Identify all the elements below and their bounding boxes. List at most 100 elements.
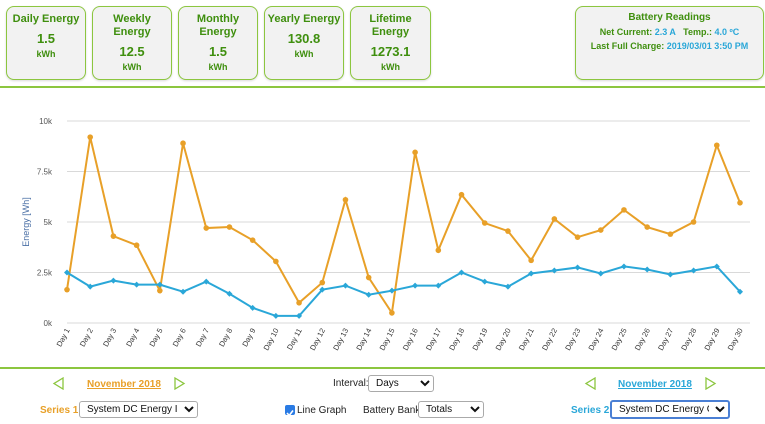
prev-month-left-icon[interactable] (52, 376, 64, 395)
temp-label: Temp.: (683, 27, 712, 37)
x-tick-label: Day 26 (633, 327, 652, 352)
battery-row-current: Net Current: 2.3 A Temp.: 4.0 ºC (576, 27, 763, 37)
data-point (156, 281, 163, 288)
y-tick-label: 2.5k (37, 269, 53, 278)
data-point (388, 287, 395, 294)
interval-label: Interval: (333, 378, 369, 389)
last-charge-label: Last Full Charge: (590, 41, 665, 51)
data-point (690, 267, 697, 274)
x-tick-label: Day 29 (702, 327, 721, 352)
battery-bank-select[interactable]: Totals (418, 401, 484, 418)
data-point (64, 269, 70, 276)
data-point (435, 282, 442, 289)
data-point (551, 216, 558, 222)
x-tick-label: Day 21 (517, 327, 536, 352)
data-point (296, 300, 302, 306)
monthly-energy-card: Monthly Energy 1.5 kWh (178, 6, 258, 80)
data-point (249, 237, 256, 243)
data-point (272, 312, 279, 319)
interval-select[interactable]: Days (368, 375, 434, 392)
card-unit: kWh (122, 62, 142, 72)
x-tick-label: Day 11 (285, 327, 304, 352)
data-point (458, 269, 465, 276)
card-unit: kWh (208, 62, 228, 72)
data-point (319, 279, 326, 286)
line-graph-checkbox[interactable] (285, 405, 295, 417)
series-line (66, 136, 741, 316)
data-point (667, 271, 674, 278)
battery-readings-card: Battery Readings Net Current: 2.3 A Temp… (575, 6, 764, 80)
month-link-right[interactable]: November 2018 (618, 379, 692, 390)
next-month-right-icon[interactable] (705, 376, 717, 395)
next-month-left-icon[interactable] (174, 376, 186, 395)
net-current-label: Net Current: (599, 27, 653, 37)
x-tick-label: Day 7 (194, 327, 211, 349)
x-tick-label: Day 23 (563, 327, 582, 352)
x-tick-label: Day 13 (331, 327, 350, 352)
check-icon (286, 410, 294, 417)
prev-month-right-icon[interactable] (584, 376, 596, 395)
card-value: 130.8 (287, 31, 321, 46)
data-point (505, 228, 511, 234)
data-point (389, 310, 395, 316)
card-value: 1.5 (36, 31, 56, 46)
data-point (110, 233, 117, 239)
card-title: Lifetime Energy (369, 13, 412, 38)
data-point (133, 242, 140, 249)
data-point (713, 263, 720, 270)
line-graph-label[interactable]: Line Graph (297, 405, 347, 416)
data-point (342, 282, 349, 289)
x-tick-label: Day 30 (726, 327, 745, 352)
x-tick-label: Day 3 (101, 327, 118, 349)
x-tick-label: Day 17 (424, 327, 443, 352)
chart-series (64, 134, 743, 319)
series2-label: Series 2: (571, 405, 613, 416)
data-point (180, 140, 186, 147)
daily-energy-card: Daily Energy 1.5 kWh (6, 6, 86, 80)
x-tick-label: Day 16 (401, 327, 420, 352)
series2-select[interactable]: System DC Energy Out (610, 400, 730, 419)
card-title: Weekly Energy (113, 13, 151, 38)
card-title: Monthly Energy (196, 13, 240, 38)
card-title: Daily Energy (12, 13, 80, 25)
data-point (296, 312, 303, 319)
x-tick-label: Day 10 (262, 327, 281, 352)
data-point (644, 224, 650, 230)
weekly-energy-card: Weekly Energy 12.5 kWh (92, 6, 172, 80)
data-point (620, 263, 627, 270)
card-value: 1273.1 (370, 44, 411, 59)
temp-value: 4.0 ºC (714, 27, 740, 37)
data-point (157, 287, 163, 294)
x-tick-label: Day 6 (171, 327, 188, 349)
x-axis-labels: Day 1 Day 2 Day 3 Day 4 Day 5 Day 6 Day 7 Day 8… (55, 327, 745, 352)
data-point (551, 267, 558, 274)
month-link-left[interactable]: November 2018 (87, 379, 161, 390)
x-tick-label: Day 28 (679, 327, 698, 352)
data-point (713, 142, 720, 149)
series1-label: Series 1: (40, 405, 82, 416)
data-point (528, 270, 535, 277)
data-point (319, 286, 326, 293)
series1-select[interactable]: System DC Energy In (79, 401, 198, 418)
data-point (110, 277, 117, 284)
data-point (87, 134, 94, 140)
data-point (667, 231, 674, 237)
data-point (574, 234, 581, 240)
battery-title: Battery Readings (628, 12, 711, 23)
data-point (737, 288, 743, 295)
x-tick-label: Day 5 (147, 327, 164, 349)
data-point (365, 274, 372, 281)
series-line (66, 265, 741, 317)
x-tick-label: Day 2 (78, 327, 95, 349)
data-point (203, 225, 210, 231)
chart-grid (67, 120, 750, 324)
data-point (365, 291, 372, 298)
data-point (481, 278, 488, 285)
x-tick-label: Day 14 (354, 327, 373, 352)
battery-row-charge: Last Full Charge: 2019/03/01 3:50 PM (576, 41, 763, 51)
data-point (203, 278, 210, 285)
y-tick-label: 7.5k (37, 168, 53, 177)
x-tick-label: Day 22 (540, 327, 559, 352)
data-point (180, 288, 187, 295)
